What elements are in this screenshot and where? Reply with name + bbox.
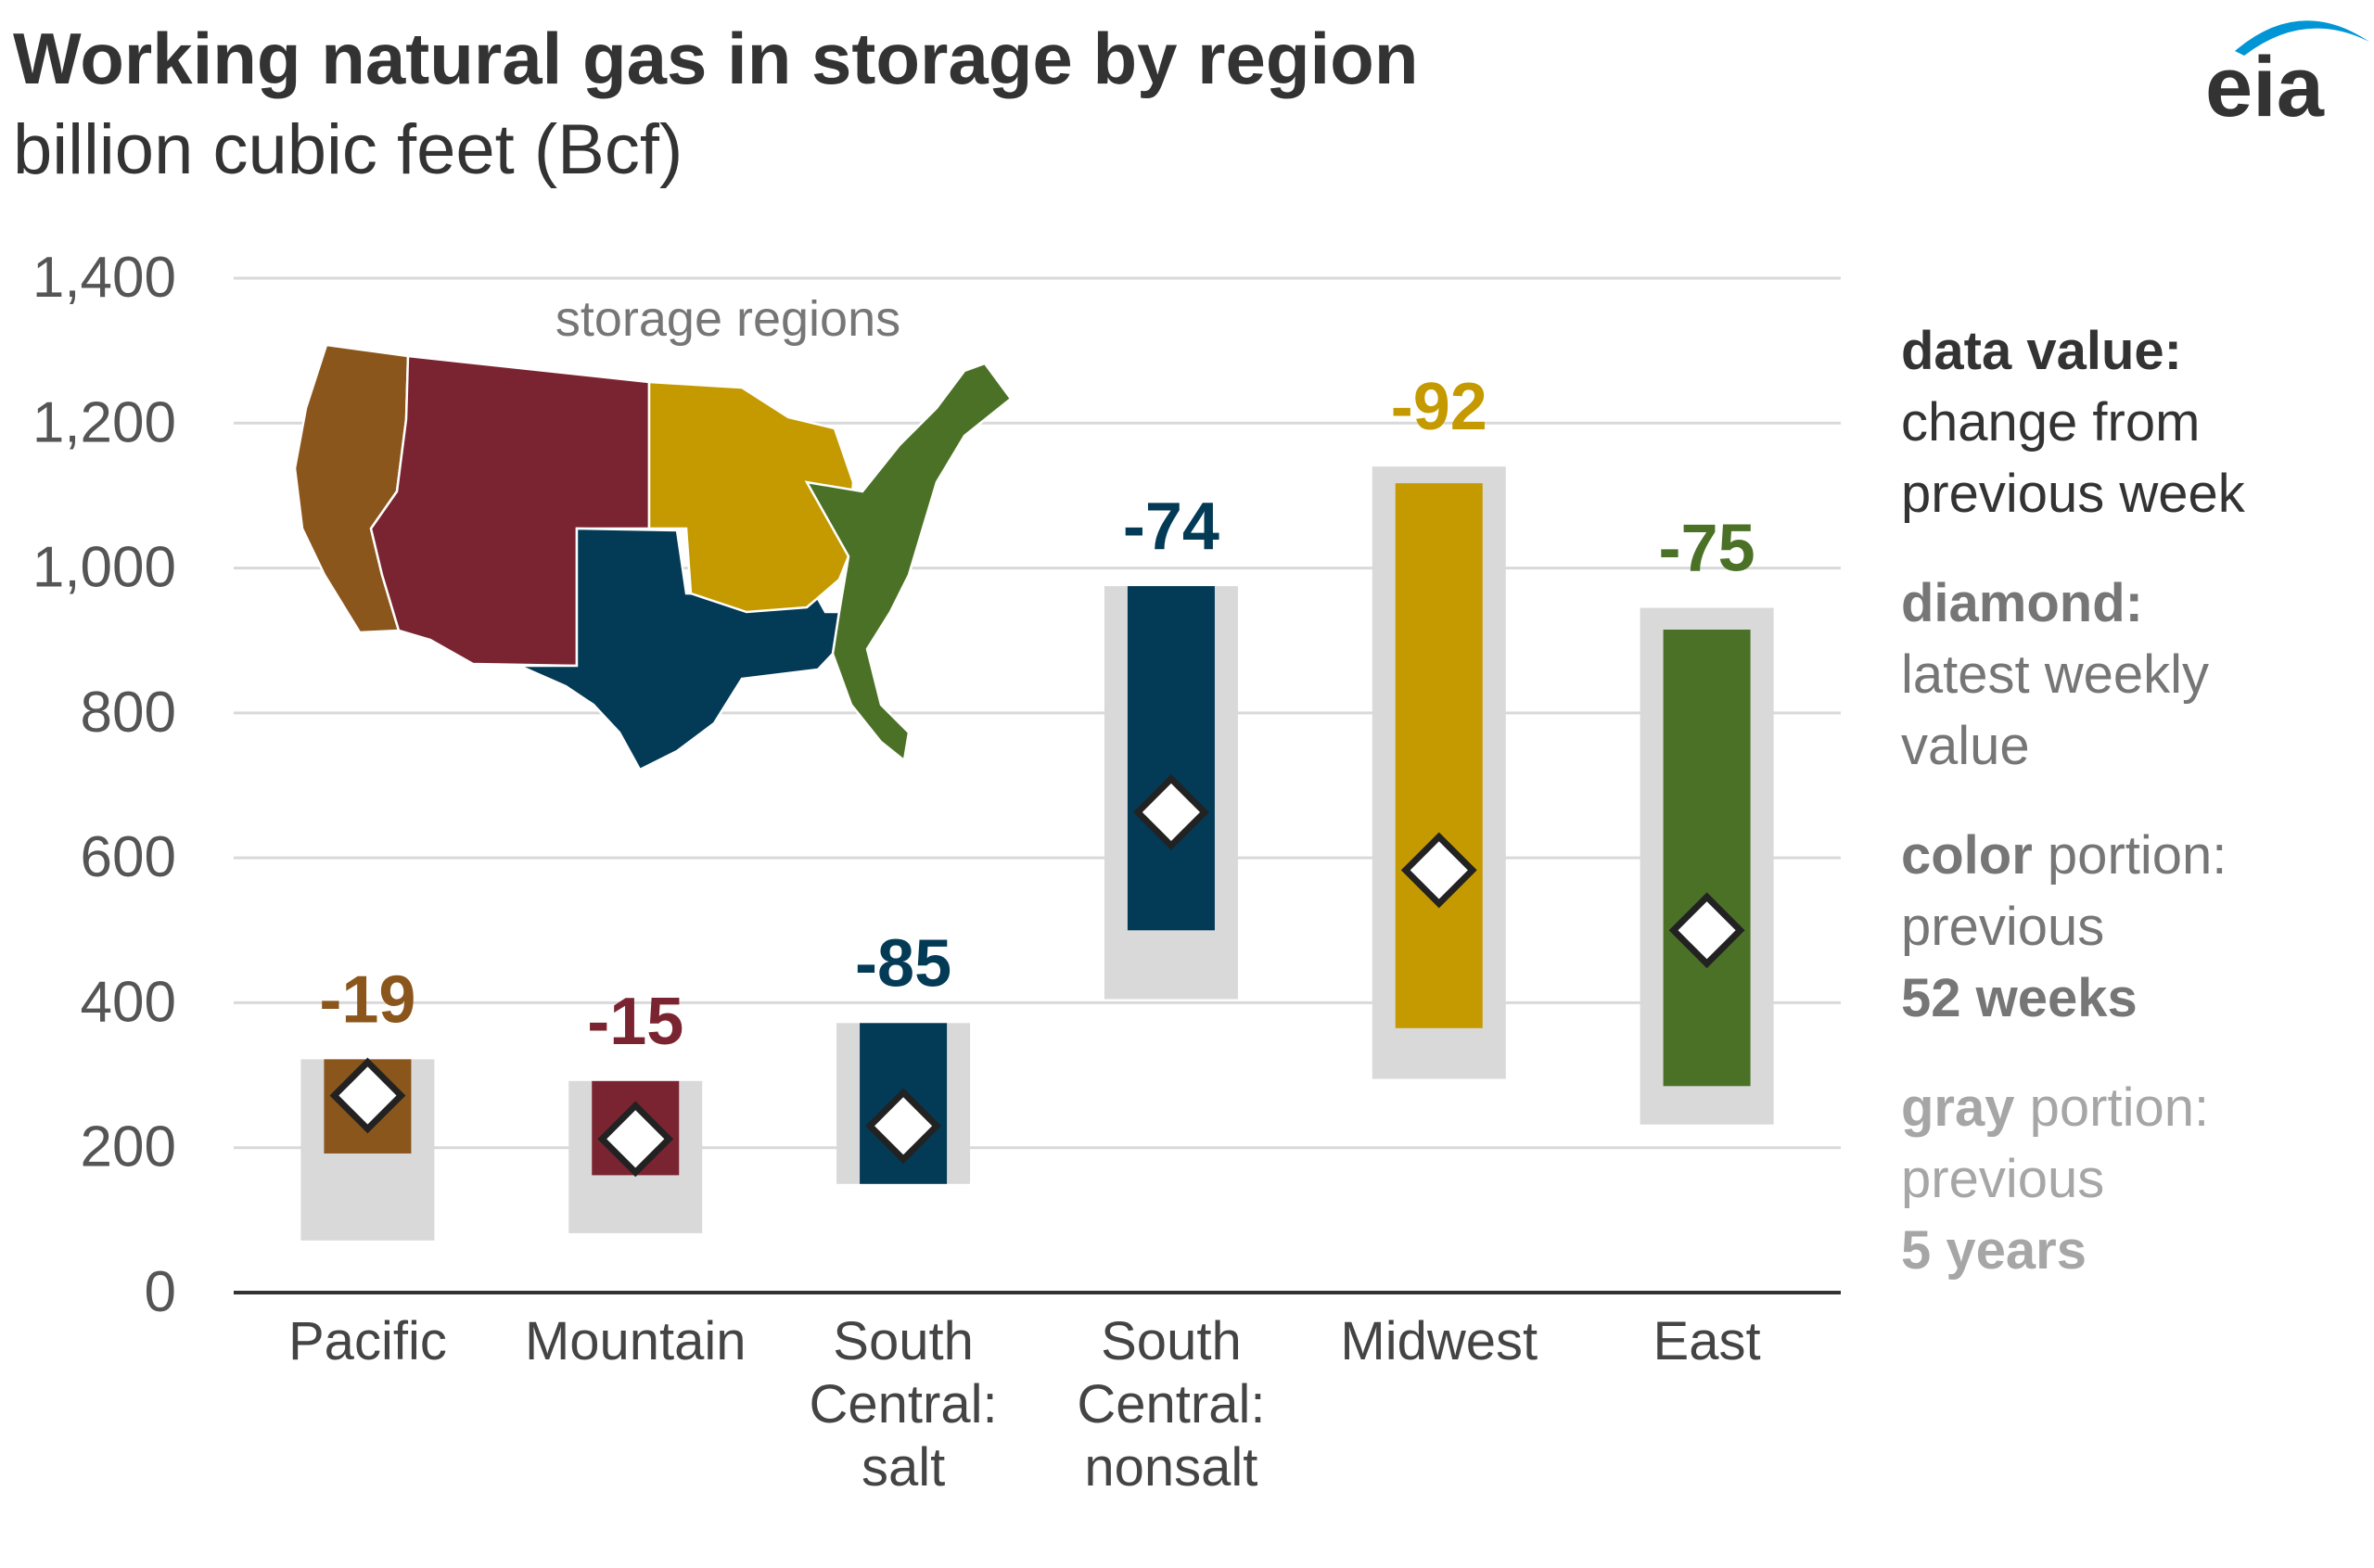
bar-group: -75 [1640, 512, 1774, 1125]
logo-text: eia [2205, 40, 2325, 130]
y-tick-label: 1,000 [32, 536, 176, 600]
legend-data-value-line3: previous week [1901, 464, 2245, 524]
x-category-label: salt [862, 1437, 945, 1498]
week52-range-bar [1127, 586, 1215, 931]
legend-data-value-title: data value: [1901, 321, 2182, 381]
x-category-label: Central: [810, 1374, 998, 1434]
change-label: -19 [319, 962, 415, 1037]
map-region [804, 362, 1013, 763]
chart-subtitle: billion cubic feet (Bcf) [13, 110, 683, 189]
legend-data-value-line2: change from [1901, 392, 2201, 453]
legend-diamond-line2: latest weekly [1901, 644, 2210, 705]
us-storage-regions-map [293, 343, 1013, 771]
map-region [647, 380, 855, 614]
eia-logo: eia [2205, 20, 2369, 130]
logo-swoosh [2235, 20, 2369, 56]
legend-gray-line2: previous [1901, 1149, 2105, 1209]
y-tick-label: 200 [81, 1115, 176, 1179]
legend-gray-line3: 5 years [1901, 1220, 2087, 1281]
bars: -19 -15 -85 -74 -92 -75 [300, 370, 1774, 1241]
bar-group: -85 [836, 926, 971, 1184]
legend-diamond-title: diamond: [1901, 573, 2143, 633]
y-axis-ticks: 0 200 400 600 800 1,000 1,200 1,400 [32, 246, 176, 1324]
bar-group: -92 [1372, 370, 1506, 1079]
legend-color-title: color [1901, 825, 2033, 886]
y-tick-label: 400 [81, 970, 176, 1034]
x-category-label: South [1101, 1311, 1242, 1371]
legend-color-line2: previous [1901, 897, 2105, 957]
x-category-label: Mountain [525, 1311, 747, 1371]
x-axis-labels: Pacific Mountain SouthCentral:saltSouthCen… [288, 1311, 1761, 1498]
legend-diamond: diamond: latest weekly value [1901, 567, 2209, 782]
week52-range-bar [1395, 483, 1483, 1028]
legend-gray-portion: gray portion: previous 5 years [1901, 1072, 2209, 1286]
change-label: -74 [1123, 490, 1219, 564]
bar-group: -19 [300, 962, 435, 1241]
y-tick-label: 1,200 [32, 390, 176, 454]
x-category-label: Midwest [1340, 1311, 1538, 1371]
latest-value-diamond [865, 1088, 942, 1165]
latest-value-diamond [597, 1101, 674, 1178]
change-label: -15 [587, 985, 683, 1059]
latest-value-diamond [329, 1057, 406, 1134]
bar-group: -74 [1104, 490, 1238, 1000]
map-label: storage regions [555, 291, 900, 347]
y-tick-label: 0 [145, 1260, 176, 1324]
change-label: -85 [855, 926, 951, 1001]
x-category-label: nonsalt [1084, 1437, 1257, 1498]
legend-gray-title: gray [1901, 1077, 2015, 1138]
x-category-label: East [1653, 1311, 1761, 1371]
latest-value-diamond [1132, 773, 1209, 850]
x-category-label: Central: [1077, 1374, 1265, 1434]
y-tick-label: 800 [81, 681, 176, 745]
legend-data-value: data value: change from previous week [1901, 315, 2245, 529]
x-category-label: Pacific [288, 1311, 447, 1371]
latest-value-diamond [1668, 892, 1745, 969]
chart-title: Working natural gas in storage by region [13, 18, 1419, 99]
legend-color-line3: 52 weeks [1901, 968, 2138, 1028]
x-category-label: South [833, 1311, 974, 1371]
change-label: -92 [1391, 370, 1487, 444]
week52-range-bar [1663, 629, 1751, 1087]
change-label: -75 [1659, 512, 1755, 586]
y-tick-label: 1,400 [32, 246, 176, 310]
legend-diamond-line3: value [1901, 716, 2030, 776]
y-tick-label: 600 [81, 825, 176, 889]
legend-color-rest: portion: [2032, 825, 2227, 886]
latest-value-diamond [1400, 832, 1477, 909]
bar-group: -15 [568, 985, 703, 1233]
legend-color-portion: color portion: previous 52 weeks [1901, 820, 2227, 1034]
legend-gray-rest: portion: [2014, 1077, 2210, 1138]
